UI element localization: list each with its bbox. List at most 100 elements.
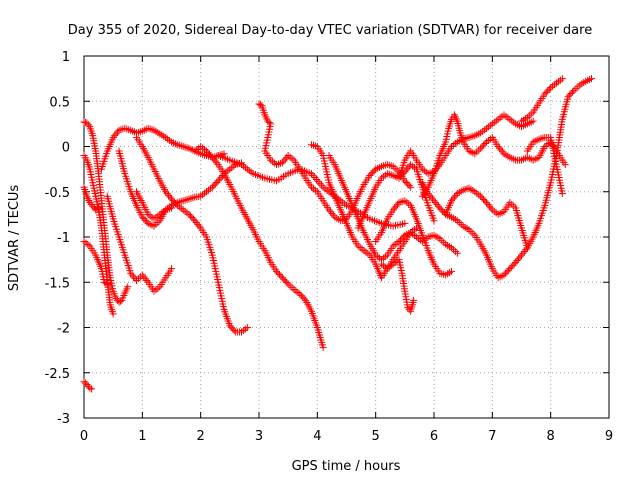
data-point — [484, 123, 492, 131]
series-track-3 — [80, 183, 103, 214]
x-tick-label: 0 — [80, 429, 88, 444]
data-point — [507, 263, 515, 271]
data-point — [401, 197, 409, 205]
data-point — [199, 144, 207, 152]
data-point — [523, 244, 531, 252]
data-point — [88, 385, 96, 393]
data-marks — [80, 75, 595, 393]
data-point — [265, 119, 273, 127]
data-point — [356, 244, 364, 252]
data-point — [283, 278, 291, 286]
series-track-2 — [80, 152, 117, 318]
data-point — [300, 295, 308, 303]
data-point — [204, 186, 212, 194]
data-point — [102, 279, 110, 287]
data-point — [181, 207, 189, 215]
data-point — [496, 144, 504, 152]
data-point — [549, 82, 557, 90]
y-tick-label: -0.5 — [45, 186, 70, 201]
data-point — [383, 170, 391, 178]
data-point — [449, 246, 457, 254]
data-point — [154, 284, 162, 292]
data-point — [280, 275, 288, 283]
data-point — [187, 194, 195, 202]
data-point — [465, 133, 473, 141]
data-point — [197, 143, 205, 150]
data-point — [109, 133, 117, 141]
data-point — [473, 148, 481, 156]
series-track-9 — [133, 188, 175, 223]
data-point — [84, 121, 92, 129]
x-axis-title: GPS time / hours — [292, 459, 401, 474]
data-point — [179, 206, 187, 214]
data-point — [551, 81, 559, 89]
data-point — [513, 257, 521, 265]
data-point — [450, 193, 458, 201]
data-point — [195, 222, 203, 230]
y-tick-label: 0.5 — [49, 95, 70, 110]
data-point — [448, 197, 455, 205]
data-point — [383, 161, 391, 169]
data-point — [440, 270, 448, 278]
data-point — [204, 149, 212, 157]
y-tick-label: 1 — [62, 50, 70, 65]
data-point — [141, 275, 149, 283]
data-point — [434, 202, 442, 210]
data-point — [437, 206, 445, 214]
data-point — [189, 215, 197, 223]
data-point — [556, 76, 564, 84]
data-point — [503, 268, 511, 276]
data-point — [319, 183, 327, 191]
data-point — [469, 229, 477, 237]
data-point — [179, 143, 187, 150]
data-point — [245, 167, 253, 175]
data-point — [86, 199, 94, 207]
data-point — [529, 117, 537, 125]
data-point — [367, 170, 375, 178]
data-point — [325, 206, 333, 214]
data-point — [216, 175, 224, 183]
data-point — [369, 168, 377, 176]
data-point — [484, 200, 492, 208]
data-point — [172, 200, 180, 208]
data-point — [478, 143, 486, 151]
data-point — [292, 287, 300, 295]
data-point — [308, 141, 315, 149]
data-point — [541, 90, 549, 98]
data-point — [410, 296, 418, 304]
data-point — [92, 206, 100, 214]
data-point — [217, 173, 225, 181]
data-point — [398, 234, 406, 242]
data-point — [358, 245, 366, 253]
data-point — [488, 120, 496, 128]
data-point — [431, 199, 439, 207]
data-point — [558, 190, 566, 198]
data-point — [207, 152, 215, 160]
data-point — [115, 298, 123, 306]
data-point — [299, 293, 307, 301]
data-point — [522, 246, 530, 254]
data-point — [226, 322, 234, 330]
data-point — [278, 274, 286, 282]
data-point — [544, 87, 552, 95]
data-point — [496, 273, 504, 281]
data-point — [273, 161, 280, 169]
data-point — [280, 157, 288, 165]
data-point — [162, 188, 170, 196]
data-point — [366, 171, 374, 179]
data-point — [477, 192, 485, 200]
data-point — [134, 275, 142, 283]
data-point — [374, 253, 382, 261]
y-tick-label: -3 — [57, 412, 70, 427]
data-point — [531, 155, 539, 163]
data-point — [201, 189, 209, 197]
data-point — [189, 194, 197, 202]
data-point — [89, 202, 97, 210]
data-point — [516, 253, 524, 261]
data-point — [561, 161, 569, 169]
data-point — [362, 248, 370, 256]
data-point — [569, 88, 577, 96]
data-point — [205, 150, 213, 158]
data-point — [572, 85, 580, 93]
data-point — [452, 191, 460, 199]
